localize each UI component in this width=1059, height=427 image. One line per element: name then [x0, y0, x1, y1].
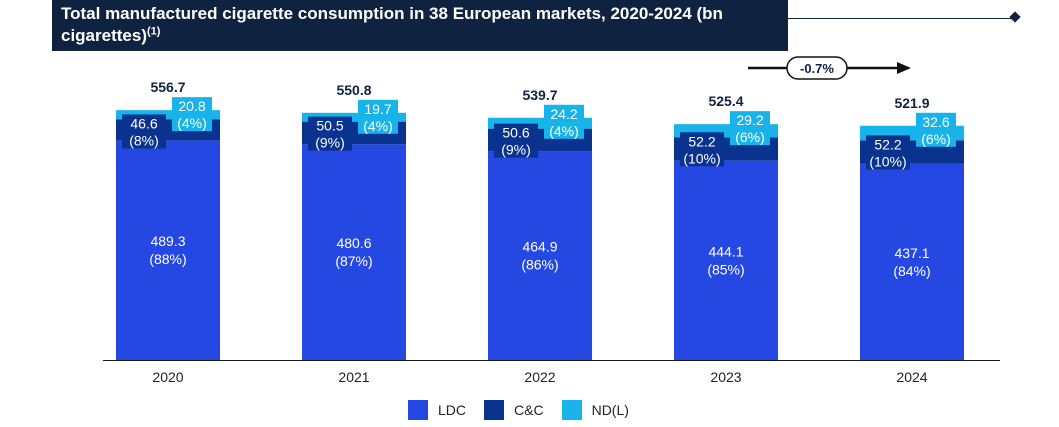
legend-item-cc: C&C	[484, 400, 544, 420]
chart-title: Total manufactured cigarette consumption…	[61, 3, 781, 47]
legend-label-ldc: LDC	[438, 402, 467, 418]
legend-item-ndl: ND(L)	[561, 400, 629, 420]
callout-box-ndl-2024	[916, 112, 956, 147]
label-cc-value-2022: 50.6	[502, 125, 529, 141]
chart-title-banner: Total manufactured cigarette consumption…	[52, 0, 788, 51]
label-cc-share-2022: (9%)	[501, 142, 531, 158]
legend-label-ndl: ND(L)	[591, 402, 629, 418]
x-tick-2022: 2022	[524, 369, 555, 385]
legend-item-ldc: LDC	[408, 400, 466, 420]
label-total-2021: 550.8	[336, 82, 371, 98]
bar-ldc-2021	[302, 144, 406, 360]
label-ndl-share-2023: (6%)	[735, 129, 765, 145]
label-cc-share-2023: (10%)	[683, 150, 720, 166]
callout-box-cc-2022	[494, 123, 538, 158]
label-cc-share-2024: (10%)	[869, 153, 906, 169]
trend-annotation-label: -0.7%	[800, 61, 834, 76]
label-ndl-value-2022: 24.2	[550, 106, 577, 122]
label-ldc-share-2023: (85%)	[707, 261, 744, 277]
chart-legend: LDC C&C ND(L)	[408, 400, 647, 420]
label-ndl-share-2021: (4%)	[363, 118, 393, 134]
label-cc-share-2020: (8%)	[129, 132, 159, 148]
label-ldc-share-2021: (87%)	[335, 253, 372, 269]
label-ldc-value-2022: 464.9	[522, 239, 557, 255]
bar-ndl-2020	[116, 110, 220, 120]
label-ldc-value-2023: 444.1	[708, 243, 743, 259]
label-ndl-value-2024: 32.6	[922, 114, 949, 130]
bar-ldc-2024	[860, 163, 964, 360]
label-total-2020: 556.7	[150, 79, 185, 95]
trend-annotation-pill	[786, 56, 848, 80]
trend-arrow-head	[897, 62, 911, 74]
callout-box-cc-2023	[680, 132, 724, 167]
label-ndl-share-2022: (4%)	[549, 123, 579, 139]
label-ndl-share-2024: (6%)	[921, 131, 951, 147]
label-ndl-share-2020: (4%)	[177, 115, 207, 131]
label-cc-value-2024: 52.2	[874, 136, 901, 152]
callout-box-cc-2024	[866, 135, 910, 170]
callout-box-cc-2020	[122, 114, 166, 149]
x-tick-2021: 2021	[338, 369, 369, 385]
callout-box-cc-2021	[308, 116, 352, 151]
label-ldc-value-2021: 480.6	[336, 235, 371, 251]
chart-title-footnote: (1)	[146, 25, 161, 38]
legend-swatch-ndl	[561, 400, 582, 420]
label-total-2022: 539.7	[522, 87, 557, 103]
label-cc-value-2020: 46.6	[130, 115, 157, 131]
label-ldc-share-2024: (84%)	[893, 263, 930, 279]
chart-title-text: Total manufactured cigarette consumption…	[61, 4, 723, 45]
legend-swatch-ldc	[408, 400, 428, 420]
bar-ndl-2022	[488, 117, 592, 129]
callout-box-ndl-2022	[544, 104, 584, 139]
label-ldc-value-2020: 489.3	[150, 233, 185, 249]
label-ldc-share-2022: (86%)	[521, 257, 558, 273]
bar-ldc-2022	[488, 151, 592, 360]
x-tick-2023: 2023	[710, 369, 741, 385]
label-ldc-share-2020: (88%)	[149, 251, 186, 267]
x-tick-2024: 2024	[896, 369, 927, 385]
callout-box-ndl-2020	[172, 97, 212, 132]
label-ndl-value-2023: 29.2	[736, 112, 763, 128]
label-ndl-value-2020: 20.8	[178, 98, 205, 114]
label-cc-value-2023: 52.2	[688, 133, 715, 149]
callout-box-ndl-2021	[358, 99, 398, 134]
legend-label-cc: C&C	[514, 402, 544, 418]
label-ldc-value-2024: 437.1	[894, 245, 929, 261]
label-cc-value-2021: 50.5	[316, 118, 343, 134]
callout-box-ndl-2023	[730, 111, 770, 146]
legend-swatch-cc	[484, 400, 505, 420]
label-total-2024: 521.9	[894, 95, 929, 111]
x-tick-2020: 2020	[152, 369, 183, 385]
label-cc-share-2021: (9%)	[315, 135, 345, 151]
title-rule	[788, 18, 1016, 19]
bar-ldc-2020	[116, 140, 220, 360]
bar-ldc-2023	[674, 160, 778, 360]
label-ndl-value-2021: 19.7	[364, 101, 391, 117]
bar-ndl-2021	[302, 112, 406, 122]
label-total-2023: 525.4	[708, 93, 743, 109]
